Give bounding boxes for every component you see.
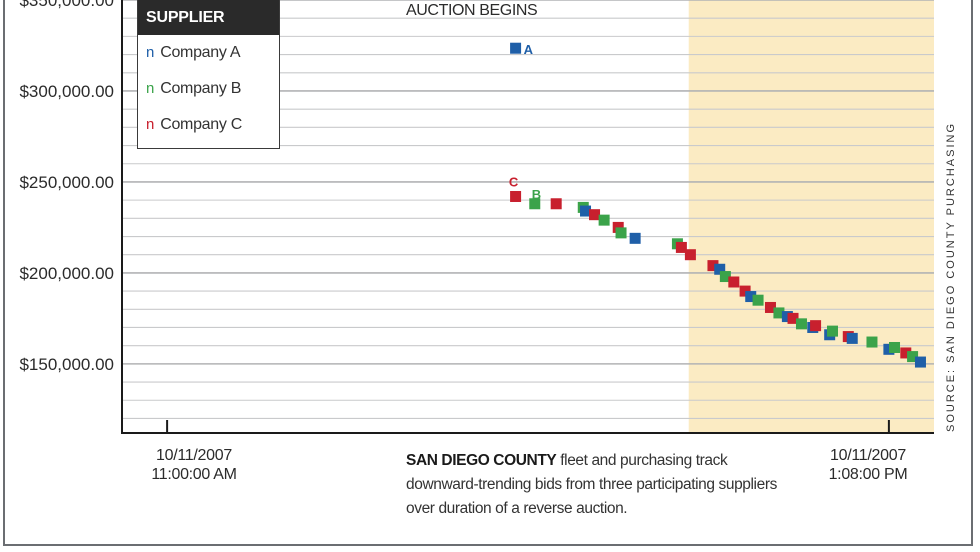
- point-company-a: [510, 42, 522, 54]
- point-labels: A BC: [509, 42, 541, 202]
- point-company-c: [739, 285, 751, 297]
- chart-caption: SAN DIEGO COUNTY fleet and purchasing tr…: [406, 449, 786, 521]
- x-tick-start-time: 11:00:00 AM: [151, 466, 237, 483]
- legend-title: SUPPLIER LEGEND: [138, 0, 279, 72]
- x-tick-label-start: 10/11/2007 11:00:00 AM: [134, 446, 254, 484]
- point-company-a: [883, 343, 895, 355]
- point-company-a: [846, 332, 858, 344]
- y-tick-label: $250,000.00: [19, 173, 114, 192]
- x-tick-start-date: 10/11/2007: [156, 447, 232, 464]
- point-company-b: [719, 271, 731, 283]
- x-tick-label-end: 10/11/2007 1:08:00 PM: [808, 446, 928, 484]
- source-credit: SOURCE: SAN DIEGO COUNTY PURCHASING: [945, 122, 957, 432]
- point-company-b: [615, 227, 627, 239]
- x-tick-end-time: 1:08:00 PM: [828, 466, 908, 483]
- y-tick-label: $200,000.00: [19, 264, 114, 283]
- legend-item-company-a: n Company A: [138, 35, 279, 71]
- point-company-c: [510, 190, 522, 202]
- point-company-a: [781, 311, 793, 323]
- caption-lead: SAN DIEGO COUNTY: [406, 452, 557, 469]
- axes: [121, 0, 934, 434]
- legend-marker-b: n: [146, 80, 155, 97]
- point-label-b: B: [532, 187, 541, 202]
- legend-item-company-b: n Company B: [138, 71, 279, 107]
- legend-label-a: Company A: [160, 44, 241, 61]
- point-company-c: [589, 209, 601, 221]
- point-company-a: [745, 291, 757, 303]
- point-label-a: A: [524, 42, 534, 57]
- point-company-b: [866, 336, 878, 348]
- y-tick-label: $300,000.00: [19, 82, 114, 101]
- highlight-region: [688, 0, 934, 433]
- y-tick-labels: $150,000.00 $200,000.00 $250,000.00 $300,00…: [19, 0, 114, 374]
- point-company-b: [795, 318, 807, 330]
- point-company-c: [810, 320, 822, 332]
- point-company-b: [598, 214, 610, 226]
- legend-label-b: Company B: [160, 80, 242, 97]
- y-tick-label: $350,000.00: [19, 0, 114, 10]
- point-label-c: C: [509, 174, 519, 189]
- point-company-b: [907, 351, 919, 363]
- point-company-c: [550, 198, 562, 210]
- point-company-a: [714, 263, 726, 275]
- point-company-b: [752, 294, 764, 306]
- point-company-b: [827, 325, 838, 337]
- point-company-b: [773, 307, 785, 319]
- point-company-c: [787, 312, 799, 324]
- point-company-c: [728, 276, 740, 288]
- point-company-b: [529, 198, 541, 210]
- data-points: [510, 42, 926, 368]
- caption-text: fleet and purchasing track downward-tren…: [406, 452, 777, 517]
- grid-lines: [122, 0, 934, 419]
- legend-marker-c: n: [146, 116, 155, 133]
- point-company-c: [684, 249, 696, 261]
- x-tick-end-date: 10/11/2007: [830, 447, 906, 464]
- y-tick-label: $150,000.00: [19, 355, 114, 374]
- point-company-c: [707, 260, 719, 272]
- point-company-c: [675, 241, 687, 253]
- point-company-c: [900, 347, 912, 359]
- point-company-c: [764, 301, 776, 313]
- point-company-a: [629, 232, 641, 244]
- supplier-legend: SUPPLIER LEGEND n Company A n Company B …: [137, 0, 280, 149]
- auction-begins-annotation: AUCTION BEGINS: [406, 2, 538, 19]
- point-company-b: [889, 341, 901, 353]
- point-company-a: [580, 205, 592, 217]
- point-company-a: [914, 356, 926, 368]
- legend-item-company-c: n Company C: [138, 107, 279, 143]
- legend-marker-a: n: [146, 44, 155, 61]
- legend-label-c: Company C: [160, 116, 242, 133]
